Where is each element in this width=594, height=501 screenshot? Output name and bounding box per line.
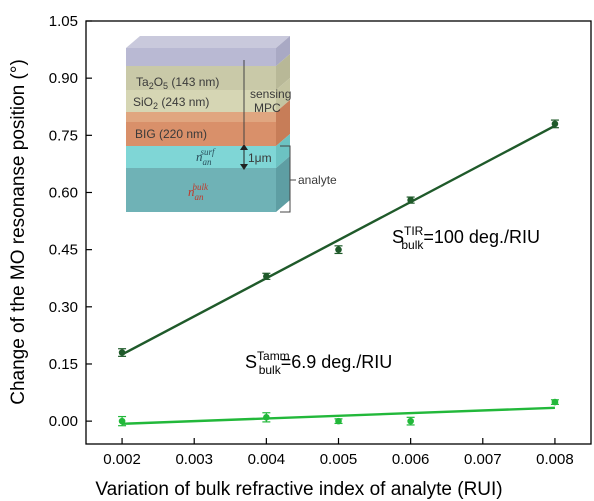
inset-sio2-layer (126, 90, 276, 112)
axis-ticks: 0.002 0.003 0.004 0.005 0.006 0.007 0.008 0.00 0… (49, 13, 574, 468)
inset-label-sensing: sensing (250, 87, 291, 101)
y-tick-label: 0.75 (49, 127, 78, 144)
inset-analyte-bracket (280, 145, 291, 213)
y-axis-title: Change of the MO resonanse position (°) (8, 59, 29, 405)
inset-arrow-up-icon (240, 144, 248, 150)
inset-cover-layer (126, 48, 276, 66)
inset-label-ta2o5: Ta2O5 (143 nm) (136, 75, 219, 91)
inset-n-bulk: nanbulk (188, 182, 209, 202)
inset-top-face (126, 36, 290, 48)
inset-label-sio2: SiO2 (243 nm) (133, 95, 209, 111)
data-point-series-2 (118, 417, 126, 425)
y-tick-label: 0.45 (49, 242, 78, 259)
data-points (118, 119, 559, 427)
inset-n-surf: nansurf (196, 147, 216, 167)
inset-sio2-side (276, 78, 290, 112)
inset-surface-side (276, 134, 290, 168)
inset-label-mpc: MPC (254, 101, 281, 115)
data-point-series-2 (551, 398, 559, 406)
inset-surface-analyte (126, 146, 276, 168)
inset-label-analyte: analyte (298, 173, 337, 187)
fit-lines (121, 124, 556, 426)
data-point-series-1 (335, 246, 342, 253)
data-point-series-2 (335, 417, 342, 425)
x-tick-label: 0.005 (320, 451, 358, 468)
y-tick-label: 0.30 (49, 299, 78, 316)
x-tick-label: 0.004 (248, 451, 286, 468)
data-point-series-1 (263, 273, 270, 280)
inset-big-side (276, 100, 290, 146)
x-tick-label: 0.008 (536, 451, 574, 468)
x-tick-label: 0.002 (103, 451, 141, 468)
y-tick-label: 0.00 (49, 413, 78, 430)
annotation-tir-sensitivity: STIR bulk=100 deg./RIU (392, 224, 540, 252)
y-tick-label: 0.15 (49, 356, 78, 373)
x-tick-label: 0.003 (175, 451, 213, 468)
inset-bulk-analyte (126, 168, 276, 212)
data-point-series-2 (407, 417, 414, 425)
fit-line-series-2 (122, 406, 555, 426)
inset-arrow-down-icon (240, 164, 248, 170)
inset-label-thickness: 1μm (248, 151, 272, 165)
inset-big-highlight (126, 112, 276, 122)
structure-inset: Ta2O5 (143 nm) SiO2 (243 nm) BIG (220 nm… (126, 36, 337, 213)
y-tick-label: 1.05 (49, 13, 78, 30)
x-tick-label: 0.006 (392, 451, 430, 468)
inset-ta2o5-layer (126, 66, 276, 90)
annotation-tamm-sensitivity: STamm bulk=6.9 deg./RIU (245, 349, 392, 377)
y-tick-label: 0.60 (49, 184, 78, 201)
data-point-series-1 (407, 196, 414, 204)
data-point-series-1 (551, 120, 559, 128)
x-axis-title: Variation of bulk refractive index of an… (95, 479, 502, 500)
data-point-series-1 (118, 349, 126, 356)
data-point-series-2 (263, 414, 270, 421)
x-tick-label: 0.007 (464, 451, 502, 468)
fit-line-series-1 (121, 124, 556, 356)
inset-cover-side (276, 36, 290, 66)
y-tick-label: 0.90 (49, 70, 78, 87)
inset-bulk-side (276, 156, 290, 212)
inset-label-big: BIG (220 nm) (135, 127, 207, 141)
